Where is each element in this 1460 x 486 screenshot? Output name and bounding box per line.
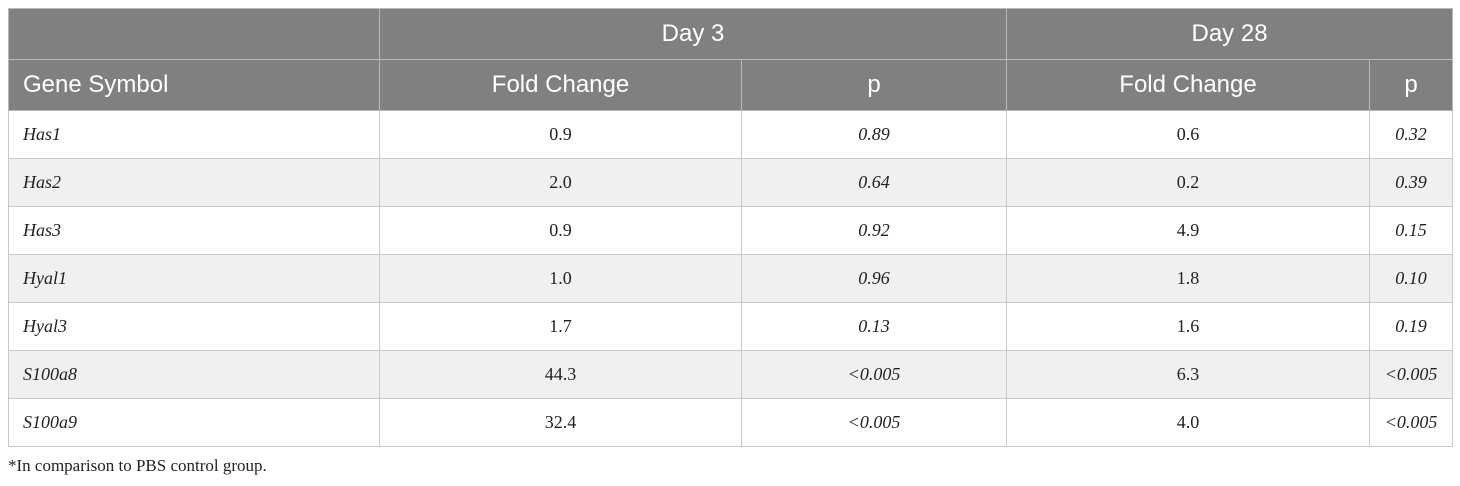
p-cell: 0.10 (1369, 254, 1454, 303)
p-cell: 0.89 (740, 110, 1008, 159)
p-cell: 0.15 (1369, 206, 1454, 255)
p-cell: <0.005 (1369, 350, 1454, 399)
column-header: Fold Change (1006, 59, 1371, 111)
p-cell: 0.32 (1369, 110, 1454, 159)
fold-cell: 44.3 (379, 350, 742, 399)
table-head: Day 3 Day 28 Gene Symbol Fold Change p Fold… (8, 8, 1454, 111)
column-header: p (1369, 59, 1454, 111)
gene-cell: Has2 (8, 158, 380, 207)
p-cell: 0.13 (740, 302, 1008, 351)
group-header: Day 28 (1006, 8, 1454, 60)
p-cell: <0.005 (740, 350, 1008, 399)
p-cell: 0.92 (740, 206, 1008, 255)
fold-cell: 6.3 (1006, 350, 1371, 399)
column-header: p (740, 59, 1008, 111)
table-row: Has3 0.9 0.92 4.9 0.15 (8, 206, 1454, 255)
p-cell: 0.96 (740, 254, 1008, 303)
p-cell: 0.64 (740, 158, 1008, 207)
gene-cell: Hyal3 (8, 302, 380, 351)
fold-cell: 0.2 (1006, 158, 1371, 207)
table-row: S100a8 44.3 <0.005 6.3 <0.005 (8, 350, 1454, 399)
table-wrap: Day 3 Day 28 Gene Symbol Fold Change p Fold… (8, 8, 1454, 447)
table-row: Hyal3 1.7 0.13 1.6 0.19 (8, 302, 1454, 351)
fold-cell: 1.0 (379, 254, 742, 303)
table-row: Hyal1 1.0 0.96 1.8 0.10 (8, 254, 1454, 303)
column-header: Gene Symbol (8, 59, 380, 111)
fold-cell: 32.4 (379, 398, 742, 447)
fold-cell: 4.0 (1006, 398, 1371, 447)
fold-cell: 1.6 (1006, 302, 1371, 351)
p-cell: 0.19 (1369, 302, 1454, 351)
column-header: Fold Change (379, 59, 742, 111)
table: Day 3 Day 28 Gene Symbol Fold Change p Fold… (8, 8, 1454, 447)
fold-cell: 1.7 (379, 302, 742, 351)
fold-cell: 2.0 (379, 158, 742, 207)
p-cell: <0.005 (1369, 398, 1454, 447)
column-row: Gene Symbol Fold Change p Fold Change p (8, 59, 1454, 111)
group-header: Day 3 (378, 8, 1008, 60)
fold-cell: 0.9 (379, 206, 742, 255)
gene-cell: S100a9 (8, 398, 380, 447)
p-cell: <0.005 (740, 398, 1008, 447)
fold-cell: 0.6 (1006, 110, 1371, 159)
footnote: *In comparison to PBS control group. (8, 456, 267, 475)
p-cell: 0.39 (1369, 158, 1454, 207)
fold-cell: 1.8 (1006, 254, 1371, 303)
gene-cell: Has3 (8, 206, 380, 255)
gene-cell: S100a8 (8, 350, 380, 399)
group-row: Day 3 Day 28 (8, 8, 1454, 60)
fold-cell: 0.9 (379, 110, 742, 159)
table-row: Has1 0.9 0.89 0.6 0.32 (8, 110, 1454, 159)
empty-header (8, 8, 380, 60)
fold-cell: 4.9 (1006, 206, 1371, 255)
table-body: Has1 0.9 0.89 0.6 0.32 Has2 2.0 0.64 0.2 0.39 Has3… (8, 110, 1454, 447)
gene-cell: Has1 (8, 110, 380, 159)
table-row: Has2 2.0 0.64 0.2 0.39 (8, 158, 1454, 207)
table-row: S100a9 32.4 <0.005 4.0 <0.005 (8, 398, 1454, 447)
gene-cell: Hyal1 (8, 254, 380, 303)
